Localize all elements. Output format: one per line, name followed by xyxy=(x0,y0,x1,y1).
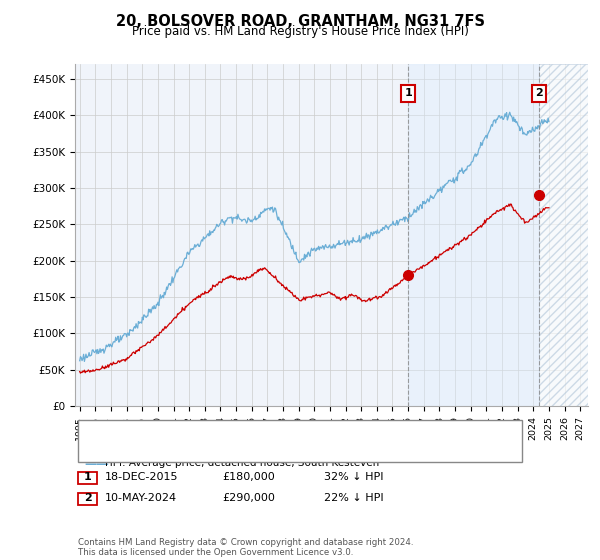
Bar xyxy=(408,64,539,406)
Text: ——: —— xyxy=(84,427,109,440)
Text: 32% ↓ HPI: 32% ↓ HPI xyxy=(324,472,383,482)
Bar xyxy=(539,64,588,406)
Text: HPI: Average price, detached house, South Kesteven: HPI: Average price, detached house, Sout… xyxy=(105,458,379,468)
Text: 20, BOLSOVER ROAD, GRANTHAM, NG31 7FS: 20, BOLSOVER ROAD, GRANTHAM, NG31 7FS xyxy=(115,14,485,29)
Text: 20, BOLSOVER ROAD, GRANTHAM, NG31 7FS (detached house): 20, BOLSOVER ROAD, GRANTHAM, NG31 7FS (d… xyxy=(105,427,434,437)
Text: £290,000: £290,000 xyxy=(222,493,275,503)
Text: 18-DEC-2015: 18-DEC-2015 xyxy=(105,472,179,482)
Text: 1: 1 xyxy=(84,472,91,482)
Text: 10-MAY-2024: 10-MAY-2024 xyxy=(105,493,177,503)
Text: Price paid vs. HM Land Registry's House Price Index (HPI): Price paid vs. HM Land Registry's House … xyxy=(131,25,469,38)
Text: 2: 2 xyxy=(84,493,91,503)
Text: £180,000: £180,000 xyxy=(222,472,275,482)
Text: 2: 2 xyxy=(535,88,543,99)
Text: ——: —— xyxy=(84,458,109,470)
Text: Contains HM Land Registry data © Crown copyright and database right 2024.
This d: Contains HM Land Registry data © Crown c… xyxy=(78,538,413,557)
Text: 22% ↓ HPI: 22% ↓ HPI xyxy=(324,493,383,503)
Text: 1: 1 xyxy=(404,88,412,99)
